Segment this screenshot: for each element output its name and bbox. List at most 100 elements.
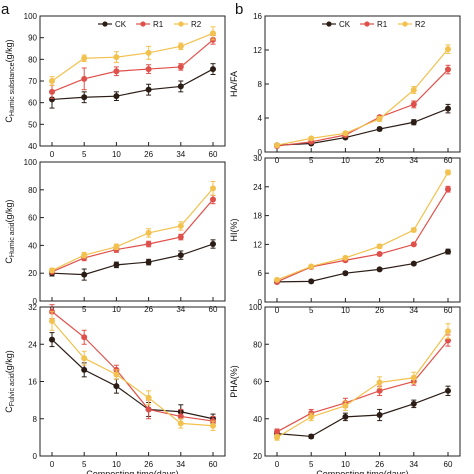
y-tick-label: 100 <box>249 303 263 312</box>
data-point-R2 <box>445 46 451 53</box>
x-tick-label: 26 <box>144 460 153 469</box>
y-tick-label: 100 <box>24 12 38 21</box>
data-point-R1 <box>81 334 88 341</box>
y-tick-label: 80 <box>253 340 262 349</box>
plot-frame <box>264 15 461 153</box>
y-tick-label: 12 <box>253 46 262 55</box>
y-tick-label: 0 <box>33 452 38 461</box>
data-point-R2 <box>145 229 152 236</box>
data-point-R2 <box>210 185 216 192</box>
y-tick-label: 60 <box>28 214 37 223</box>
data-point-R2 <box>145 49 152 56</box>
legend-label: R1 <box>377 20 388 29</box>
y-tick-label: 40 <box>253 415 262 424</box>
data-point-CK <box>445 387 451 394</box>
x-tick-label: 34 <box>409 306 418 315</box>
x-tick-label: 34 <box>176 150 185 159</box>
data-point-CK <box>81 94 88 101</box>
series-line-R2 <box>51 188 214 271</box>
data-point-R1 <box>210 196 216 203</box>
data-point-R2 <box>49 317 55 324</box>
x-tick-label: 10 <box>112 150 121 159</box>
data-point-CK <box>210 66 216 73</box>
plot-frame <box>39 161 226 302</box>
y-tick-label: 50 <box>28 120 37 129</box>
data-point-R2 <box>308 413 315 420</box>
data-point-R2 <box>376 379 383 386</box>
x-tick-label: 60 <box>209 150 218 159</box>
x-tick-label: 10 <box>112 460 121 469</box>
data-point-R2 <box>113 243 120 250</box>
data-point-CK <box>210 241 216 248</box>
data-point-R2 <box>274 434 280 441</box>
y-tick-label: 70 <box>28 77 37 86</box>
legend-swatch-marker <box>140 21 146 27</box>
x-tick-label: 0 <box>50 460 55 469</box>
data-point-R2 <box>49 78 55 84</box>
plot-frame <box>264 157 461 303</box>
data-point-R1 <box>445 186 451 193</box>
plot-frame <box>39 15 226 147</box>
x-tick-label: 10 <box>112 305 121 314</box>
plot-frame <box>39 306 226 457</box>
y-tick-label: 6 <box>258 269 263 278</box>
data-point-CK <box>49 336 55 343</box>
data-point-CK <box>145 86 152 93</box>
chart-panel-5: 0 6 12 18 24 30 0 5 10 26 34 60 HI(%) <box>229 154 461 315</box>
y-tick-label: 18 <box>253 212 262 221</box>
x-tick-label: 60 <box>444 306 453 315</box>
data-point-R2 <box>113 371 120 378</box>
data-point-R2 <box>342 254 349 261</box>
y-axis-label: HI(%) <box>229 219 239 242</box>
data-point-R2 <box>113 54 120 61</box>
x-tick-label: 5 <box>82 305 87 314</box>
data-point-R2 <box>274 276 280 283</box>
legend-label: CK <box>115 20 127 29</box>
x-tick-label: 60 <box>444 460 453 469</box>
data-point-R1 <box>177 413 184 420</box>
data-point-R2 <box>376 115 383 122</box>
legend: CK R1 R2 <box>98 20 202 29</box>
data-point-R1 <box>410 241 417 248</box>
series-line-CK <box>276 251 449 283</box>
x-tick-label: 10 <box>341 156 350 165</box>
data-point-R2 <box>308 263 315 270</box>
x-tick-label: 26 <box>144 150 153 159</box>
series-line-CK <box>276 108 449 146</box>
x-tick-label: 34 <box>409 460 418 469</box>
data-point-R2 <box>342 130 349 137</box>
data-point-CK <box>113 261 120 268</box>
data-point-R2 <box>376 243 383 250</box>
data-point-CK <box>376 266 383 273</box>
series-line-R1 <box>276 69 449 147</box>
x-axis-label: Composting time(days) <box>86 469 179 474</box>
series-line-CK <box>51 243 214 276</box>
y-tick-label: 20 <box>28 269 37 278</box>
y-tick-label: 12 <box>253 240 262 249</box>
legend-swatch-marker <box>326 21 332 27</box>
y-axis-label: CHumic substance(g/kg) <box>4 39 16 122</box>
y-tick-label: 80 <box>28 55 37 64</box>
x-tick-label: 5 <box>82 150 87 159</box>
legend-swatch-marker <box>364 21 370 27</box>
series-line-R2 <box>51 320 214 427</box>
chart-panel-1: 40 50 60 70 80 90 100 0 5 10 26 34 60 CHumic substanc… <box>1 1 226 159</box>
chart-panel-3: 0 8 16 24 32 0 5 10 26 34 60 Composting time(days) C… <box>4 303 226 474</box>
data-point-R2 <box>145 394 152 401</box>
legend-swatch-marker <box>102 21 108 27</box>
data-point-CK <box>81 271 88 278</box>
data-point-R2 <box>342 402 349 409</box>
y-tick-label: 8 <box>33 415 38 424</box>
series-line-CK <box>276 390 449 438</box>
data-point-R2 <box>49 267 55 274</box>
series-line-R2 <box>276 330 449 438</box>
data-point-CK <box>376 412 383 419</box>
panel-letter: a <box>1 1 10 18</box>
y-tick-label: 24 <box>253 183 262 192</box>
x-tick-label: 0 <box>275 460 280 469</box>
chart-panel-4: 0 4 8 12 16 0 5 10 26 34 60 HA/FA b CK R1 R2 <box>229 1 461 165</box>
y-tick-label: 4 <box>258 114 263 123</box>
data-point-R1 <box>145 406 152 413</box>
